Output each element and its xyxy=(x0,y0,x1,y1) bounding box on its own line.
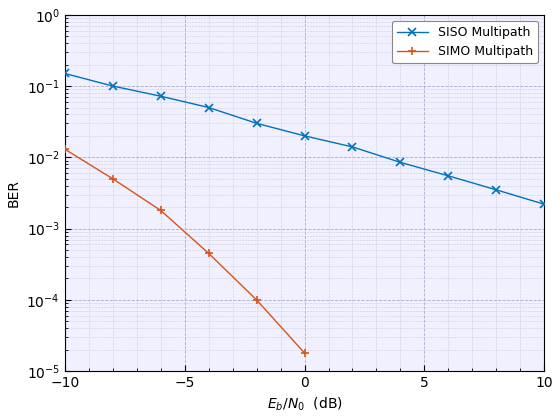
SIMO Multipath xyxy=(253,297,260,302)
Line: SIMO Multipath: SIMO Multipath xyxy=(60,145,309,357)
SISO Multipath xyxy=(301,134,308,139)
Line: SISO Multipath: SISO Multipath xyxy=(60,69,548,208)
SISO Multipath xyxy=(397,160,404,165)
SIMO Multipath xyxy=(157,208,164,213)
SISO Multipath xyxy=(62,71,68,76)
SISO Multipath xyxy=(349,144,356,150)
SIMO Multipath xyxy=(301,351,308,356)
Legend: SISO Multipath, SIMO Multipath: SISO Multipath, SIMO Multipath xyxy=(391,21,538,63)
SISO Multipath xyxy=(109,84,116,89)
SISO Multipath xyxy=(206,105,212,110)
SISO Multipath xyxy=(493,187,500,192)
SISO Multipath xyxy=(253,121,260,126)
X-axis label: $E_b/N_0$  (dB): $E_b/N_0$ (dB) xyxy=(267,396,342,413)
SIMO Multipath xyxy=(62,147,68,152)
SIMO Multipath xyxy=(206,251,212,256)
SISO Multipath xyxy=(157,94,164,99)
Y-axis label: BER: BER xyxy=(7,179,21,207)
SISO Multipath xyxy=(541,202,548,207)
SISO Multipath xyxy=(445,173,452,178)
SIMO Multipath xyxy=(109,176,116,181)
